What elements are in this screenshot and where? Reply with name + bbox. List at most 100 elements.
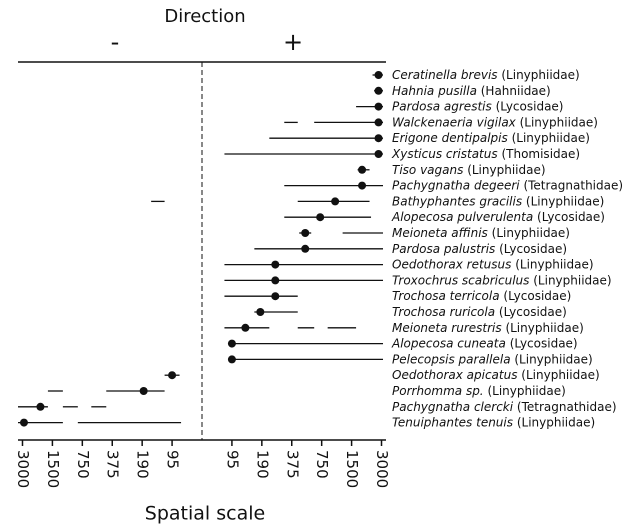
x-tick-label: 95 <box>223 450 241 469</box>
species-name: Walckenaeria vigilax <box>392 115 517 129</box>
point <box>19 418 28 427</box>
x-axis-label: Spatial scale <box>145 503 265 525</box>
species-name: Xysticus cristatus <box>391 147 498 161</box>
species-name: Troxochrus scabriculus <box>392 273 529 287</box>
family-name: (Lycosidae) <box>537 210 605 224</box>
species-name: Porrhomma sp. <box>392 384 484 398</box>
x-tick-label: 1500 <box>44 450 62 488</box>
row-label: Bathyphantes gracilis (Linyphiidae) <box>392 194 604 208</box>
family-name: (Linyphiidae) <box>512 131 590 145</box>
species-name: Meioneta affinis <box>392 226 488 240</box>
species-name: Pardosa agrestis <box>392 99 492 113</box>
point <box>331 197 340 206</box>
x-tick-label: 375 <box>283 450 301 479</box>
row-label: Hahnia pusilla (Hahniidae) <box>392 83 551 97</box>
family-name: (Linyphiidae) <box>521 368 599 382</box>
family-name: (Linyphiidae) <box>533 273 611 287</box>
point <box>374 71 383 79</box>
x-tick-label: 3000 <box>373 450 391 488</box>
family-name: (Linyphiidae) <box>515 257 593 271</box>
family-name: (Lycosidae) <box>503 289 571 303</box>
family-name: (Linyphiidae) <box>505 320 583 334</box>
family-name: (Linyphiidae) <box>517 415 595 429</box>
row-label: Oedothorax apicatus (Linyphiidae) <box>392 368 600 382</box>
point <box>256 308 265 316</box>
family-name: (Linyphiidae) <box>501 68 579 82</box>
point <box>139 387 148 395</box>
point <box>227 355 236 364</box>
point <box>374 118 383 127</box>
point <box>271 292 280 301</box>
family-name: (Lycosidae) <box>510 336 578 350</box>
point <box>374 134 383 143</box>
x-tick-label: 3000 <box>14 450 32 488</box>
point <box>374 86 383 95</box>
family-name: (Lycosidae) <box>499 305 567 319</box>
family-name: (Tetragnathidae) <box>517 399 617 413</box>
row-label: Tiso vagans (Linyphiidae) <box>392 162 546 176</box>
species-name: Erigone dentipalpis <box>392 131 508 145</box>
row-label: Pelecopsis parallela (Linyphiidae) <box>392 352 593 366</box>
species-name: Alopecosa pulverulenta <box>391 210 533 224</box>
point <box>271 260 280 269</box>
x-tick-label: 750 <box>74 450 92 479</box>
point <box>374 150 383 158</box>
chart-title: Direction <box>164 6 245 27</box>
point <box>227 339 236 348</box>
species-name: Pachygnatha clercki <box>392 399 514 413</box>
species-name: Pachygnatha degeeri <box>392 178 520 192</box>
point <box>168 371 177 380</box>
species-name: Ceratinella brevis <box>392 68 498 82</box>
species-name: Pardosa palustris <box>392 241 495 255</box>
row-label: Pardosa agrestis (Lycosidae) <box>392 99 564 113</box>
row-label: Porrhomma sp. (Linyphiidae) <box>392 384 566 398</box>
point <box>36 402 45 411</box>
family-name: (Tetragnathidae) <box>523 178 623 192</box>
family-name: (Hahniidae) <box>481 83 551 97</box>
direction-positive: + <box>283 28 303 56</box>
row-label: Xysticus cristatus (Thomisidae) <box>391 147 580 161</box>
species-name: Tenuiphantes tenuis <box>392 415 513 429</box>
species-name: Trochosa ruricola <box>392 305 495 319</box>
point <box>358 165 367 174</box>
row-label: Troxochrus scabriculus (Linyphiidae) <box>392 273 612 287</box>
family-name: (Linyphiidae) <box>520 115 598 129</box>
row-label: Ceratinella brevis (Linyphiidae) <box>392 68 580 82</box>
row-label: Alopecosa pulverulenta (Lycosidae) <box>391 210 605 224</box>
row-label: Erigone dentipalpis (Linyphiidae) <box>392 131 590 145</box>
species-name: Alopecosa cuneata <box>391 336 506 350</box>
family-name: (Thomisidae) <box>501 147 580 161</box>
direction-negative: - <box>111 28 120 56</box>
x-tick-label: 190 <box>253 450 271 479</box>
row-label: Pardosa palustris (Lycosidae) <box>392 241 567 255</box>
species-name: Trochosa terricola <box>392 289 500 303</box>
family-name: (Linyphiidae) <box>526 194 604 208</box>
x-tick-label: 1500 <box>343 450 361 488</box>
point <box>271 276 280 285</box>
family-name: (Linyphiidae) <box>467 162 545 176</box>
point <box>241 323 250 332</box>
row-label: Trochosa terricola (Lycosidae) <box>392 289 571 303</box>
species-name: Meioneta rurestris <box>392 320 502 334</box>
row-label: Meioneta rurestris (Linyphiidae) <box>392 320 584 334</box>
row-label: Tenuiphantes tenuis (Linyphiidae) <box>392 415 595 429</box>
point <box>301 229 310 237</box>
point <box>301 244 310 253</box>
x-tick-label: 95 <box>164 450 182 469</box>
family-name: (Linyphiidae) <box>487 384 565 398</box>
family-name: (Linyphiidae) <box>492 226 570 240</box>
x-tick-label: 750 <box>313 450 331 479</box>
point <box>374 102 383 111</box>
row-label: Pachygnatha degeeri (Tetragnathidae) <box>392 178 623 192</box>
row-label: Pachygnatha clercki (Tetragnathidae) <box>392 399 617 413</box>
row-label: Oedothorax retusus (Linyphiidae) <box>392 257 594 271</box>
family-name: (Lycosidae) <box>496 99 564 113</box>
family-name: (Lycosidae) <box>499 241 567 255</box>
species-name: Oedothorax retusus <box>392 257 511 271</box>
point <box>358 181 367 190</box>
species-name: Oedothorax apicatus <box>392 368 517 382</box>
row-label: Walckenaeria vigilax (Linyphiidae) <box>392 115 598 129</box>
x-tick-label: 375 <box>104 450 122 479</box>
row-label: Trochosa ruricola (Lycosidae) <box>392 305 567 319</box>
